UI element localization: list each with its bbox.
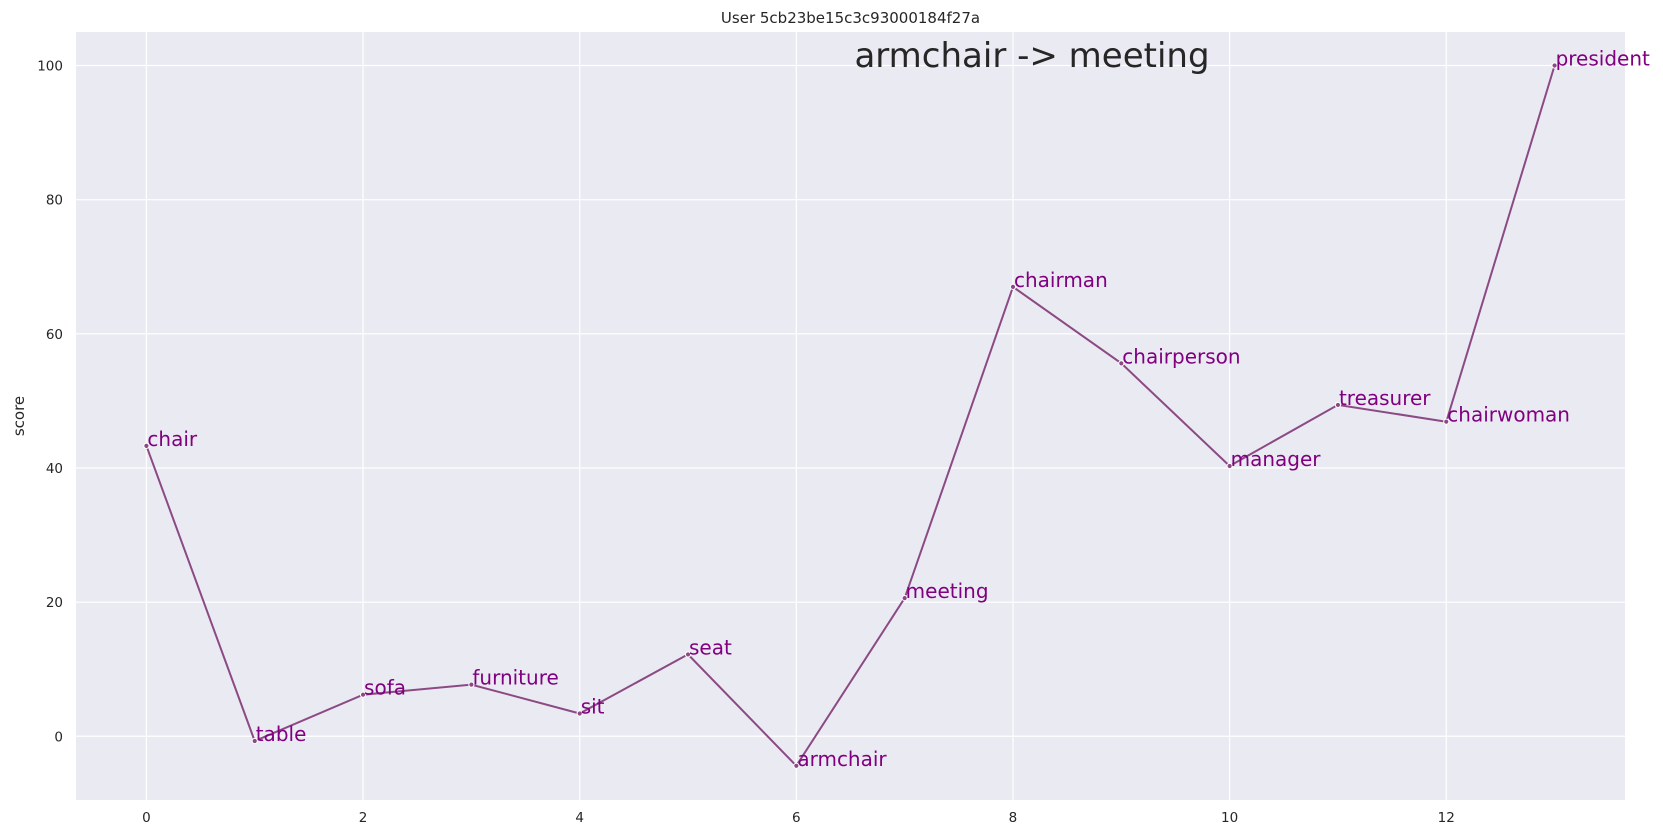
data-point <box>1551 62 1558 69</box>
data-point <box>793 762 800 769</box>
data-point <box>1118 360 1125 367</box>
data-point <box>576 710 583 717</box>
data-label: chairwoman <box>1447 403 1570 427</box>
x-tick-label: 10 <box>1221 810 1238 826</box>
data-labels: chair table sofa furniture sit seat armchair me… <box>147 47 1650 771</box>
data-label: table <box>256 722 307 746</box>
x-tick-label: 2 <box>359 810 368 826</box>
y-tick-label: 0 <box>54 729 63 745</box>
data-point <box>901 595 908 602</box>
data-label: sit <box>581 694 605 718</box>
x-tick-label: 0 <box>142 810 151 826</box>
x-tick-label: 6 <box>792 810 801 826</box>
x-tick-label: 12 <box>1438 810 1455 826</box>
data-label: chairperson <box>1122 344 1240 368</box>
data-label: furniture <box>472 666 558 690</box>
data-label: manager <box>1231 447 1322 471</box>
x-tick-label: 4 <box>575 810 584 826</box>
data-label: armchair <box>797 747 887 771</box>
data-label: president <box>1556 47 1650 71</box>
data-label: chairman <box>1014 268 1108 292</box>
data-point <box>251 737 258 745</box>
y-tick-label: 80 <box>46 193 63 209</box>
data-point <box>684 651 692 658</box>
data-point <box>1009 283 1017 290</box>
data-point <box>1334 401 1342 409</box>
grid <box>76 32 1625 800</box>
data-label: chair <box>147 427 197 451</box>
data-point <box>1443 418 1450 425</box>
y-tick-label: 20 <box>46 595 63 611</box>
y-axis-label: score <box>10 396 28 436</box>
axis-ticks: 0 2 4 6 8 10 12 0 20 40 60 80 100 <box>37 59 1455 826</box>
plot-area <box>76 32 1625 800</box>
y-tick-label: 100 <box>37 59 63 75</box>
data-point <box>468 681 475 688</box>
data-label: seat <box>689 635 732 659</box>
chart-title: User 5cb23be15c3c93000184f27a <box>721 9 980 27</box>
x-tick-label: 8 <box>1009 810 1018 826</box>
data-label: treasurer <box>1339 386 1431 410</box>
series-line <box>145 65 1556 768</box>
data-markers <box>143 62 1558 769</box>
data-point <box>1226 462 1233 470</box>
data-point <box>359 691 367 698</box>
y-tick-label: 40 <box>46 461 63 477</box>
data-label: meeting <box>906 579 989 603</box>
y-tick-label: 60 <box>46 327 63 343</box>
data-point <box>143 442 150 449</box>
data-label: sofa <box>364 676 406 700</box>
chart-annotation: armchair -> meeting <box>854 36 1209 76</box>
